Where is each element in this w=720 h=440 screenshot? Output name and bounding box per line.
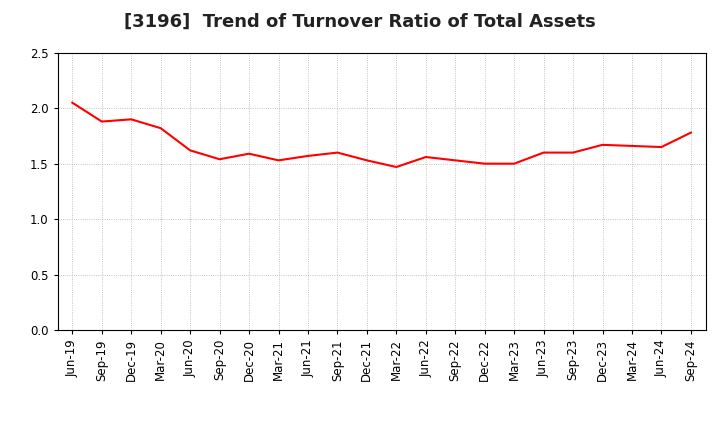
Text: [3196]  Trend of Turnover Ratio of Total Assets: [3196] Trend of Turnover Ratio of Total … xyxy=(124,13,596,31)
